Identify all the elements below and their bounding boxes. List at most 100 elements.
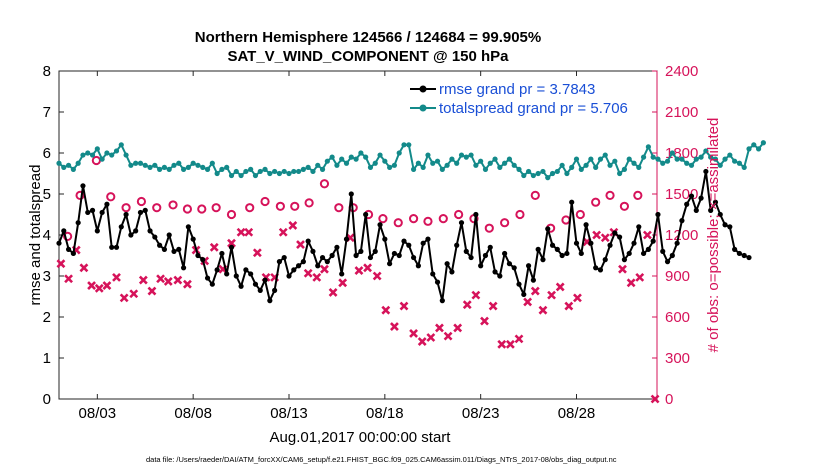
y-tick-label: 2 xyxy=(43,309,51,326)
series-point-totalspread xyxy=(305,164,311,170)
series-point-totalspread xyxy=(631,160,637,166)
obs-assimilated-stroke xyxy=(642,230,652,240)
series-point-totalspread xyxy=(219,166,225,172)
series-point-rmse xyxy=(315,263,321,269)
obs-possible-marker xyxy=(182,204,193,214)
obs-possible-marker xyxy=(575,209,585,220)
series-point-totalspread xyxy=(166,166,172,172)
series-point-rmse xyxy=(382,236,388,242)
series-point-totalspread xyxy=(593,164,599,170)
obs-possible-marker xyxy=(408,214,419,224)
left-axis: 0 1 2 3 4 5 6 7 8 xyxy=(43,63,64,408)
series-point-rmse xyxy=(353,252,359,259)
series-point-totalspread xyxy=(147,164,153,170)
series-point-totalspread xyxy=(94,146,100,152)
obs-assimilated-stroke xyxy=(538,305,548,315)
obs-assimilated-stroke xyxy=(296,240,305,249)
series-point-rmse xyxy=(180,265,187,271)
series-point-totalspread xyxy=(295,168,302,175)
obs-assimilated-stroke xyxy=(147,286,157,296)
series-point-totalspread xyxy=(597,156,604,162)
series-point-totalspread xyxy=(420,164,426,170)
series-point-rmse xyxy=(573,240,580,246)
series-point-rmse xyxy=(387,261,393,267)
series-point-totalspread xyxy=(176,160,182,166)
series-point-totalspread xyxy=(655,156,661,162)
series-point-totalspread xyxy=(310,168,316,175)
series-point-totalspread xyxy=(746,146,752,152)
series-point-rmse xyxy=(94,228,100,234)
series-point-totalspread xyxy=(238,172,244,179)
series-point-rmse xyxy=(61,228,67,234)
series-point-totalspread xyxy=(482,166,489,172)
obs-assimilated-marker xyxy=(119,293,129,303)
series-point-rmse xyxy=(540,257,546,263)
obs-possible-marker xyxy=(423,216,433,226)
obs-assimilated-stroke xyxy=(426,333,436,342)
series-point-totalspread xyxy=(195,162,201,168)
series-point-rmse xyxy=(636,224,642,230)
series-point-rmse xyxy=(219,250,225,257)
series-point-rmse xyxy=(521,291,527,298)
y-right-tick-label: 0 xyxy=(665,391,673,408)
series-point-rmse xyxy=(75,220,81,226)
series-point-rmse xyxy=(372,248,378,254)
series-point-rmse xyxy=(209,281,215,287)
obs-assimilated-stroke xyxy=(505,339,515,349)
series-point-rmse xyxy=(741,252,747,259)
obs-assimilated-marker xyxy=(64,274,74,284)
series-point-rmse xyxy=(157,242,163,248)
obs-assimilated-marker xyxy=(338,278,348,288)
series-point-totalspread xyxy=(645,144,651,150)
series-point-rmse xyxy=(343,236,350,242)
obs-assimilated-marker xyxy=(227,238,236,248)
obs-assimilated-marker xyxy=(363,263,373,273)
series-point-totalspread xyxy=(473,162,479,168)
series-point-rmse xyxy=(684,201,690,207)
series-point-rmse xyxy=(578,250,584,257)
obs-assimilated-marker xyxy=(497,339,507,349)
series-point-totalspread xyxy=(396,150,402,156)
series-point-rmse xyxy=(123,211,129,218)
obs-assimilated-stroke xyxy=(252,248,262,258)
obs-assimilated-stroke xyxy=(372,271,382,281)
series-point-totalspread xyxy=(89,152,96,158)
obs-assimilated-marker xyxy=(443,331,453,341)
obs-assimilated-stroke xyxy=(163,277,173,286)
series-point-rmse xyxy=(363,211,369,218)
y-axis-label-right: # of obs: o=possible; ×=assimilated xyxy=(705,118,722,353)
series-point-rmse xyxy=(214,267,220,273)
legend-marker-rmse xyxy=(419,85,427,93)
series-point-totalspread xyxy=(487,160,493,166)
series-point-totalspread xyxy=(564,170,570,177)
obs-possible-marker xyxy=(152,203,162,213)
obs-assimilated-stroke xyxy=(119,293,129,303)
series-point-rmse xyxy=(248,271,254,277)
series-point-totalspread xyxy=(621,166,628,172)
series-point-totalspread xyxy=(679,156,685,162)
series-point-rmse xyxy=(631,240,637,246)
y-tick-label: 7 xyxy=(43,104,51,121)
series-point-rmse xyxy=(161,246,168,252)
obs-assimilated-marker xyxy=(538,305,548,315)
series-point-totalspread xyxy=(99,156,105,162)
series-layer xyxy=(56,140,766,304)
series-point-rmse xyxy=(679,218,685,224)
series-point-rmse xyxy=(329,252,335,259)
series-point-rmse xyxy=(262,277,268,283)
series-point-totalspread xyxy=(300,166,306,172)
series-point-rmse xyxy=(195,252,201,259)
series-point-totalspread xyxy=(367,164,374,170)
obs-possible-marker xyxy=(121,203,131,213)
obs-possible-marker xyxy=(106,192,116,202)
obs-assimilated-marker xyxy=(79,263,89,273)
series-point-totalspread xyxy=(712,156,719,162)
series-point-rmse xyxy=(415,263,421,269)
series-point-totalspread xyxy=(276,170,283,177)
obs-assimilated-stroke xyxy=(435,323,444,333)
series-point-rmse xyxy=(137,209,144,216)
series-point-totalspread xyxy=(588,156,594,162)
series-point-totalspread xyxy=(458,152,465,158)
obs-assimilated-marker xyxy=(244,227,254,237)
